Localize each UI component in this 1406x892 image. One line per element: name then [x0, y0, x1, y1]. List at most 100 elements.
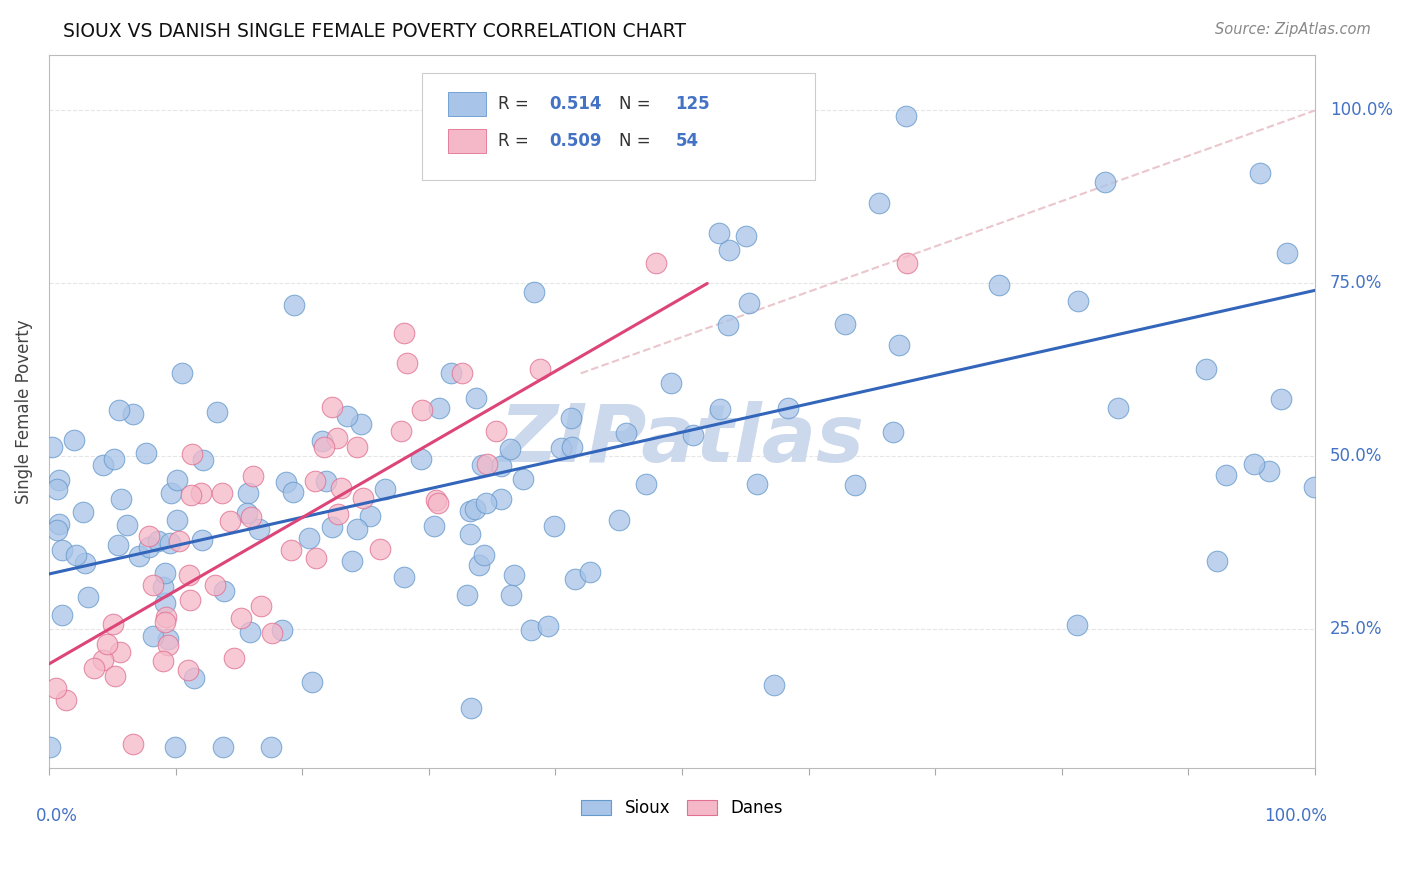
- Point: [321, 401, 343, 415]
- Point: [423, 519, 446, 533]
- Point: [1270, 392, 1292, 406]
- Point: [560, 410, 582, 425]
- Point: [224, 651, 246, 665]
- Point: [440, 366, 463, 380]
- Point: [451, 366, 474, 380]
- Point: [83, 661, 105, 675]
- Point: [138, 540, 160, 554]
- Point: [96, 637, 118, 651]
- Point: [51, 543, 73, 558]
- Point: [107, 538, 129, 552]
- Point: [312, 440, 335, 454]
- Point: [882, 425, 904, 439]
- Point: [392, 570, 415, 584]
- Point: [108, 403, 131, 417]
- Text: SIOUX VS DANISH SINGLE FEMALE POVERTY CORRELATION CHART: SIOUX VS DANISH SINGLE FEMALE POVERTY CO…: [63, 22, 686, 41]
- Point: [103, 668, 125, 682]
- Point: [211, 486, 233, 500]
- Point: [330, 481, 353, 495]
- Point: [661, 376, 683, 390]
- Point: [887, 338, 910, 352]
- Text: 25.0%: 25.0%: [1330, 620, 1382, 639]
- Point: [564, 572, 586, 586]
- Point: [191, 453, 214, 467]
- Point: [276, 475, 298, 490]
- Point: [73, 557, 96, 571]
- Point: [738, 295, 761, 310]
- Point: [156, 638, 179, 652]
- Point: [502, 568, 524, 582]
- Point: [301, 675, 323, 690]
- Point: [682, 428, 704, 442]
- Point: [77, 590, 100, 604]
- Point: [51, 607, 73, 622]
- Point: [489, 458, 512, 473]
- Point: [717, 318, 740, 332]
- Point: [110, 491, 132, 506]
- FancyBboxPatch shape: [447, 92, 485, 116]
- Point: [236, 506, 259, 520]
- Point: [177, 568, 200, 582]
- Point: [160, 486, 183, 500]
- Text: 0.509: 0.509: [548, 132, 602, 150]
- Point: [190, 486, 212, 500]
- Point: [311, 434, 333, 448]
- Point: [1107, 401, 1129, 415]
- Point: [101, 617, 124, 632]
- Point: [103, 451, 125, 466]
- Point: [155, 566, 177, 580]
- Point: [543, 519, 565, 533]
- Point: [238, 486, 260, 500]
- Point: [219, 514, 242, 528]
- Point: [456, 588, 478, 602]
- Point: [46, 523, 69, 537]
- Point: [644, 255, 666, 269]
- Point: [191, 533, 214, 548]
- Point: [389, 424, 412, 438]
- Point: [212, 584, 235, 599]
- Point: [46, 482, 69, 496]
- Point: [91, 458, 114, 472]
- Point: [472, 549, 495, 563]
- Text: 100.0%: 100.0%: [1264, 807, 1327, 825]
- Point: [242, 468, 264, 483]
- Legend: Sioux, Danes: Sioux, Danes: [575, 792, 789, 823]
- Point: [834, 318, 856, 332]
- Point: [157, 632, 180, 646]
- Point: [260, 739, 283, 754]
- Point: [359, 508, 381, 523]
- Point: [146, 533, 169, 548]
- Point: [159, 535, 181, 549]
- Point: [896, 255, 918, 269]
- Point: [1215, 467, 1237, 482]
- Point: [425, 492, 447, 507]
- Text: N =: N =: [619, 95, 655, 112]
- Point: [529, 362, 551, 376]
- Point: [1067, 293, 1090, 308]
- Point: [1275, 246, 1298, 260]
- Point: [474, 496, 496, 510]
- Text: 100.0%: 100.0%: [1330, 102, 1393, 120]
- Point: [240, 510, 263, 524]
- Y-axis label: Single Female Poverty: Single Female Poverty: [15, 319, 32, 504]
- Point: [280, 542, 302, 557]
- Point: [868, 195, 890, 210]
- Point: [988, 277, 1011, 292]
- Point: [352, 491, 374, 505]
- Point: [550, 441, 572, 455]
- Text: R =: R =: [498, 132, 534, 150]
- FancyBboxPatch shape: [447, 129, 485, 153]
- Point: [844, 478, 866, 492]
- Point: [614, 426, 637, 441]
- Point: [179, 593, 201, 607]
- Point: [325, 431, 347, 445]
- Point: [468, 558, 491, 572]
- Point: [392, 326, 415, 340]
- Point: [499, 588, 522, 602]
- Point: [1094, 176, 1116, 190]
- Point: [152, 580, 174, 594]
- Point: [411, 403, 433, 417]
- Point: [305, 550, 328, 565]
- Point: [1194, 362, 1216, 376]
- Point: [607, 513, 630, 527]
